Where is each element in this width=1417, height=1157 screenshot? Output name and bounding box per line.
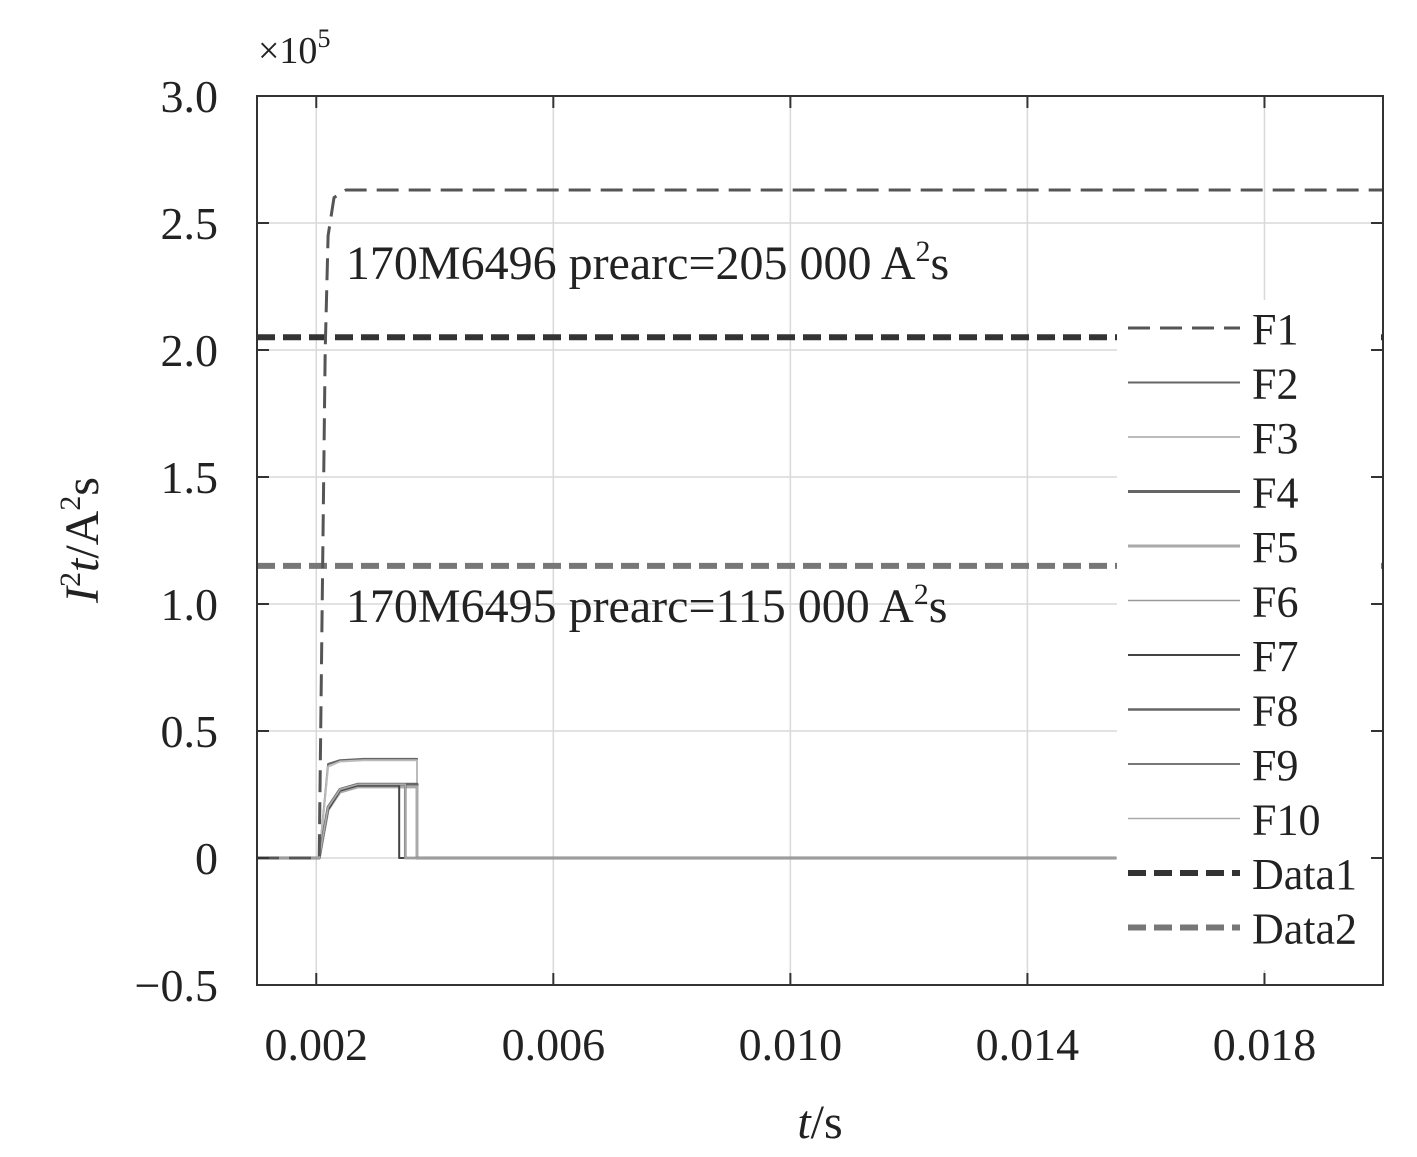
legend-label-f4: F4 bbox=[1252, 469, 1298, 518]
x-tick-label: 0.010 bbox=[739, 1019, 843, 1070]
series-line-f5 bbox=[257, 785, 1117, 860]
y-axis-label: I2t/A2s bbox=[54, 477, 109, 604]
legend-label-data1: Data1 bbox=[1252, 850, 1357, 899]
y-axis-label-unit: /A bbox=[56, 510, 109, 558]
y-exponent-prefix: ×10 bbox=[258, 30, 317, 72]
legend-label-f10: F10 bbox=[1252, 796, 1320, 845]
series-line-f6 bbox=[257, 783, 1117, 859]
y-axis-label-unit-tail: s bbox=[56, 477, 109, 496]
series-line-f1 bbox=[257, 188, 1383, 860]
legend: F1 F2 F3 F4 F5 F6 F7 F8 F9 F10 Data1 Data2 bbox=[1117, 300, 1381, 970]
y-exponent-power: 5 bbox=[317, 24, 330, 53]
series-line-f8 bbox=[257, 783, 1117, 860]
legend-label-f8: F8 bbox=[1252, 687, 1298, 736]
x-tick-label: 0.018 bbox=[1213, 1019, 1317, 1070]
annotation-unit: s bbox=[929, 580, 948, 633]
y-axis-label-sup: 2 bbox=[54, 572, 87, 587]
x-axis-label-unit: /s bbox=[811, 1096, 843, 1149]
legend-label-f1: F1 bbox=[1252, 305, 1298, 354]
legend-label-f2: F2 bbox=[1252, 360, 1298, 409]
y-tick-label: 2.0 bbox=[161, 325, 219, 376]
series-line-f7 bbox=[257, 784, 1117, 859]
x-tick-label: 0.006 bbox=[502, 1019, 606, 1070]
annotation-2: 170M6495 prearc=115 000 A2s bbox=[346, 578, 948, 633]
annotation-text: 170M6495 prearc=115 000 A bbox=[346, 580, 914, 633]
annotation-unit: s bbox=[931, 237, 950, 290]
y-tick-label: 1.5 bbox=[161, 452, 219, 503]
annotation-text: 170M6496 prearc=205 000 A bbox=[346, 237, 916, 290]
y-exponent-label: ×105 bbox=[258, 24, 330, 72]
plot-frame bbox=[256, 95, 1384, 986]
series-line-f3 bbox=[257, 759, 1117, 859]
x-axis-label: t/s bbox=[797, 1096, 842, 1149]
y-tick-label: 0 bbox=[195, 833, 218, 884]
x-tick-label: 0.002 bbox=[265, 1019, 369, 1070]
x-tick-label: 0.014 bbox=[976, 1019, 1080, 1070]
annotation-sup: 2 bbox=[916, 235, 931, 268]
y-axis-label-unit-sup: 2 bbox=[54, 496, 87, 511]
legend-label-f7: F7 bbox=[1252, 632, 1298, 681]
legend-label-f5: F5 bbox=[1252, 523, 1298, 572]
legend-label-f3: F3 bbox=[1252, 414, 1298, 463]
series-line-f4 bbox=[257, 782, 1117, 860]
series-line-f10 bbox=[257, 783, 1117, 859]
y-axis-label-base: I bbox=[56, 585, 109, 604]
annotation-sup: 2 bbox=[914, 578, 929, 611]
y-axis-label-var: t bbox=[56, 557, 109, 572]
y-tick-label: 0.5 bbox=[161, 706, 219, 757]
ticks: 0.002 0.006 0.010 0.014 0.018 −0.5 0 0.5 1.0 1.5 2… bbox=[135, 71, 1383, 1070]
legend-label-f6: F6 bbox=[1252, 578, 1298, 627]
y-tick-label: 3.0 bbox=[161, 71, 219, 122]
y-tick-label: −0.5 bbox=[135, 960, 218, 1011]
series-line-f2 bbox=[257, 757, 1117, 859]
y-tick-label: 2.5 bbox=[161, 198, 219, 249]
legend-label-f9: F9 bbox=[1252, 741, 1298, 790]
annotation-1: 170M6496 prearc=205 000 A2s bbox=[346, 235, 949, 290]
y-tick-label: 1.0 bbox=[161, 579, 219, 630]
series-line-f9 bbox=[257, 783, 1117, 859]
x-axis-label-var: t bbox=[797, 1096, 812, 1149]
legend-label-data2: Data2 bbox=[1252, 905, 1357, 954]
legend-box bbox=[1117, 300, 1381, 970]
